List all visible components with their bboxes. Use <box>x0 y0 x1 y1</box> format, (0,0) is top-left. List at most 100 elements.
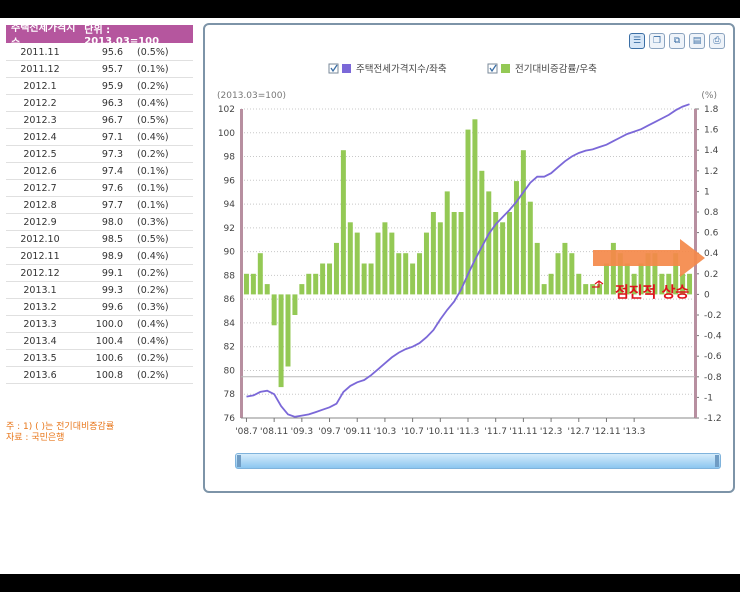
bar <box>569 253 575 295</box>
right-tick-label: 0.8 <box>704 208 719 218</box>
copy-icon[interactable]: ❐ <box>649 33 665 49</box>
row-date: 2012.12 <box>20 267 60 279</box>
bar <box>437 222 443 295</box>
row-date: 2012.7 <box>23 182 57 194</box>
right-tick-label: 1 <box>704 187 710 197</box>
scrollbar-right-handle[interactable] <box>715 455 719 467</box>
bar <box>610 242 616 295</box>
row-date: 2013.6 <box>23 369 57 381</box>
scrollbar-left-handle[interactable] <box>237 455 241 467</box>
right-tick-label: 1.8 <box>704 105 719 115</box>
chart-scrollbar[interactable] <box>235 453 721 469</box>
bar <box>327 263 333 295</box>
bar <box>347 222 353 295</box>
right-axis-unit: (%) <box>701 91 717 101</box>
bar <box>603 263 609 295</box>
table-header-unit: 단위 : 2013.03=100 <box>84 25 160 47</box>
bar <box>285 294 291 367</box>
row-value: 97.6 <box>101 182 123 194</box>
row-change: (0.2%) <box>137 267 169 279</box>
table-header-title: 주택전세가격지수 <box>11 23 76 49</box>
row-change: (0.2%) <box>137 80 169 92</box>
bar <box>555 253 561 295</box>
row-value: 95.9 <box>101 80 123 92</box>
right-tick-label: 0.2 <box>704 270 718 280</box>
print-icon[interactable]: ⎙ <box>709 33 725 49</box>
bar <box>333 242 339 295</box>
bar <box>590 284 596 295</box>
chart: 주택전세가격지수/좌축 전기대비증감률/우축 (2013.03=100) (%) 102… <box>217 63 722 437</box>
table-row: 2012.2 96.3 (0.4%) <box>6 95 193 112</box>
row-value: 98.5 <box>101 233 123 245</box>
row-change: (0.1%) <box>137 182 169 194</box>
bar <box>340 150 346 295</box>
x-tick-label: '13.3 <box>623 427 646 437</box>
table-row: 2013.3 100.0 (0.4%) <box>6 316 193 333</box>
bar <box>299 284 305 295</box>
bar <box>624 263 630 295</box>
bar <box>680 273 686 295</box>
row-date: 2012.2 <box>23 97 57 109</box>
save-icon[interactable]: ▤ <box>689 33 705 49</box>
notes: 주 : 1) ( )는 전기대비증감률 자료 : 국민은행 <box>6 422 114 444</box>
left-tick-label: 94 <box>224 200 236 210</box>
x-tick-label: '10.11 <box>426 427 454 437</box>
left-tick-label: 86 <box>224 295 236 305</box>
bar <box>597 284 603 295</box>
row-change: (0.1%) <box>137 199 169 211</box>
legend-label-bar: 전기대비증감률/우축 <box>515 63 597 75</box>
x-tick-label: '10.3 <box>374 427 397 437</box>
table-row: 2012.1 95.9 (0.2%) <box>6 78 193 95</box>
row-date: 2011.12 <box>20 63 60 75</box>
row-value: 100.8 <box>95 369 123 381</box>
legend-swatch-line <box>342 64 351 73</box>
row-change: (0.4%) <box>137 97 169 109</box>
bar <box>389 232 395 295</box>
row-value: 95.7 <box>101 63 123 75</box>
left-tick-label: 76 <box>224 414 236 424</box>
row-date: 2013.5 <box>23 352 57 364</box>
legend-checkbox-bar <box>487 63 498 74</box>
left-tick-label: 80 <box>224 366 236 376</box>
x-tick-label: '10.7 <box>401 427 424 437</box>
table-header: 주택전세가격지수 단위 : 2013.03=100 <box>6 23 193 49</box>
bar <box>493 212 499 295</box>
bar <box>250 273 256 295</box>
bar <box>375 232 381 295</box>
row-value: 99.3 <box>101 284 123 296</box>
bar <box>313 273 319 295</box>
bar <box>631 273 637 295</box>
row-date: 2012.4 <box>23 131 57 143</box>
row-value: 99.6 <box>101 301 123 313</box>
table-row: 2013.4 100.4 (0.4%) <box>6 333 193 350</box>
bar <box>396 253 402 295</box>
row-date: 2012.5 <box>23 148 57 160</box>
bar <box>278 294 284 388</box>
row-change: (0.2%) <box>137 369 169 381</box>
bar <box>451 212 457 295</box>
right-tick-label: 1.4 <box>704 146 719 156</box>
list-view-icon[interactable]: ☰ <box>629 33 645 49</box>
check-icon <box>330 64 338 73</box>
bar <box>430 212 436 295</box>
row-change: (0.3%) <box>137 216 169 228</box>
duplicate-icon[interactable]: ⧉ <box>669 33 685 49</box>
right-tick-label: -0.6 <box>704 352 722 362</box>
table-row: 2013.6 100.8 (0.2%) <box>6 367 193 384</box>
row-change: (0.5%) <box>137 114 169 126</box>
left-tick-label: 78 <box>224 390 236 400</box>
left-tick-label: 82 <box>224 343 235 353</box>
row-value: 97.4 <box>101 165 123 177</box>
row-change: (0.1%) <box>137 165 169 177</box>
row-change: (0.4%) <box>137 335 169 347</box>
row-change: (0.2%) <box>137 148 169 160</box>
left-tick-label: 100 <box>218 129 235 139</box>
annotation-pointer-icon <box>592 280 604 288</box>
bar <box>576 273 582 295</box>
right-tick-label: -1 <box>704 393 713 403</box>
table-row: 2012.11 98.9 (0.4%) <box>6 248 193 265</box>
row-date: 2013.3 <box>23 318 57 330</box>
table-row: 2012.7 97.6 (0.1%) <box>6 180 193 197</box>
row-date: 2013.2 <box>23 301 57 313</box>
row-date: 2012.6 <box>23 165 57 177</box>
